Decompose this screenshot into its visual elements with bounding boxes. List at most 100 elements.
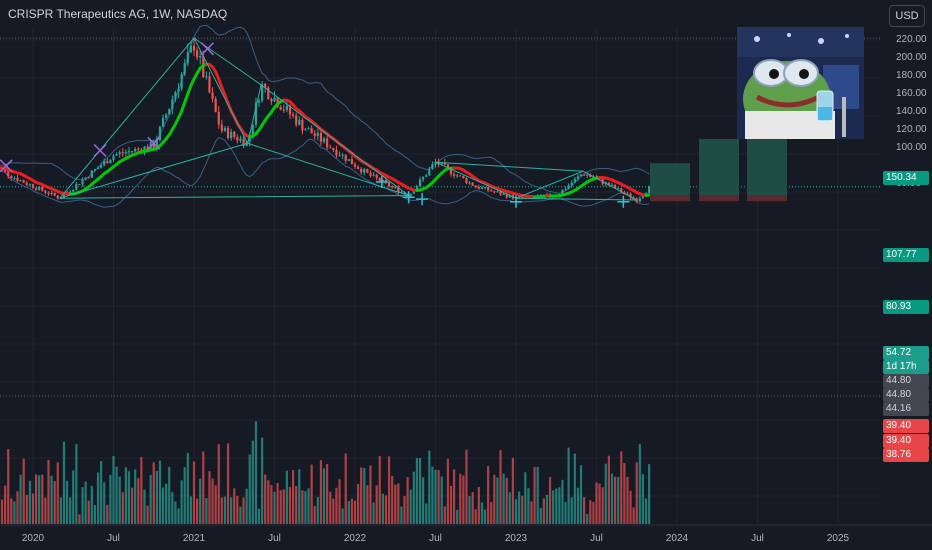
volume-bar: [84, 481, 87, 524]
price-tag-red: 39.40: [883, 434, 929, 448]
volume-bar: [586, 514, 589, 524]
volume-bar: [483, 509, 487, 524]
volume-bar: [245, 488, 248, 524]
candle: [177, 88, 180, 93]
candle: [477, 187, 480, 189]
volume-bar: [638, 444, 641, 524]
candle: [165, 114, 168, 118]
volume-bar: [335, 487, 338, 524]
volume-bar: [499, 450, 502, 524]
currency-button[interactable]: USD: [889, 5, 925, 27]
volume-bar: [137, 478, 140, 524]
volume-bar: [366, 485, 369, 524]
candle: [508, 194, 511, 198]
candle: [223, 127, 227, 131]
stop-zone[interactable]: [650, 195, 690, 202]
stop-zone[interactable]: [747, 195, 787, 202]
volume-bar: [536, 466, 539, 524]
candle: [130, 151, 134, 153]
candle: [400, 191, 403, 193]
volume-bar: [62, 441, 66, 524]
candle: [641, 195, 645, 199]
price-tag-red: 38.76: [883, 448, 929, 462]
volume-bar: [356, 483, 360, 524]
volume-bar: [449, 485, 453, 524]
time-axis[interactable]: 2020 Jul 2021 Jul 2022 Jul 2023 Jul 2024 Jul 2025: [0, 524, 932, 544]
volume-bar: [205, 498, 208, 524]
volume-bar: [573, 453, 576, 524]
candle: [239, 138, 242, 141]
candle: [273, 97, 276, 102]
candle: [75, 184, 78, 190]
volume-bar: [397, 483, 400, 524]
candle: [332, 148, 335, 150]
volume-bar: [121, 492, 124, 524]
time-tick-label: 2021: [183, 533, 206, 544]
volume-bar: [4, 485, 7, 524]
volume-bar: [177, 508, 180, 524]
volume-bar: [434, 469, 437, 524]
harmonic-patterns[interactable]: [59, 37, 637, 201]
volume-bar: [381, 493, 384, 524]
candle: [344, 154, 347, 161]
candle: [28, 184, 32, 186]
candle: [279, 107, 282, 110]
candle: [69, 191, 72, 193]
candle: [230, 131, 233, 139]
price-axis[interactable]: 220.00 200.00 180.00 160.00 140.00 120.00 100.…: [896, 34, 927, 261]
candle: [561, 189, 564, 195]
stop-zone[interactable]: [699, 195, 739, 202]
volume-bar: [230, 497, 233, 524]
candle: [192, 45, 196, 51]
volume-bar: [604, 463, 607, 524]
price-tag-green: 107.77: [883, 248, 929, 262]
volume-bar: [285, 470, 288, 524]
target-zone[interactable]: [650, 163, 690, 196]
volume-bar: [279, 490, 282, 524]
candle: [496, 191, 499, 193]
candle: [257, 100, 261, 103]
candle: [490, 190, 493, 192]
buy-signal-marker: [402, 191, 415, 204]
candle: [208, 76, 211, 93]
candle: [189, 45, 193, 53]
volume-bar: [109, 474, 112, 524]
candle: [434, 161, 437, 165]
volume-bar: [542, 498, 545, 524]
volume-bar: [601, 487, 604, 524]
volume-bar: [384, 495, 388, 524]
volume-bar: [158, 460, 162, 524]
volume-bar: [127, 471, 131, 524]
volume-bar: [613, 476, 617, 524]
time-tick-label: Jul: [268, 533, 281, 544]
volume-bar: [570, 497, 573, 524]
volume-bar: [313, 505, 316, 524]
candle: [462, 175, 465, 179]
candle: [211, 92, 214, 99]
price-tick-label: 100.00: [896, 142, 927, 153]
volume-bar: [545, 494, 549, 524]
candle: [59, 198, 62, 200]
candle: [90, 170, 93, 178]
volume-bar: [211, 478, 214, 524]
volume-bar: [552, 490, 555, 524]
volume-bar: [248, 454, 251, 524]
candle: [236, 136, 239, 141]
candle: [137, 148, 140, 150]
volume-bar: [192, 461, 196, 524]
pattern-leg: [515, 197, 637, 201]
candle: [183, 63, 186, 75]
price-tick-label: 160.00: [896, 88, 927, 99]
target-zone[interactable]: [699, 139, 739, 196]
volume-bar: [539, 508, 542, 524]
price-tag-gray: 44.16: [883, 402, 929, 416]
candle: [468, 182, 471, 184]
volume-bar: [41, 474, 44, 524]
price-tick-label: 200.00: [896, 52, 927, 63]
volume-bar: [579, 465, 583, 524]
volume-bar: [524, 472, 527, 524]
candle: [635, 198, 638, 202]
volume-bar: [403, 496, 406, 524]
volume-bar: [530, 501, 533, 524]
